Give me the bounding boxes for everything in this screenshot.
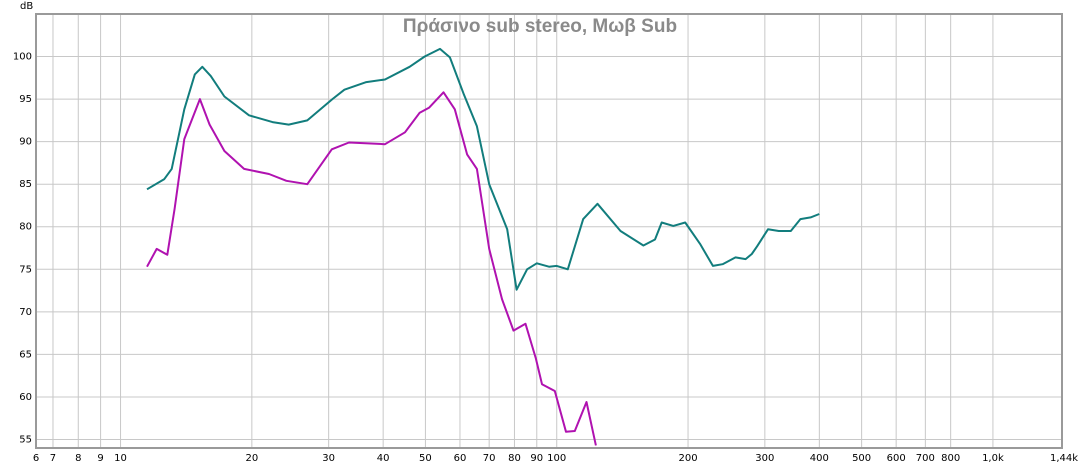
x-tick-label: 40 — [377, 453, 390, 464]
x-tick-label: 70 — [483, 453, 496, 464]
x-tick-label: 100 — [547, 453, 566, 464]
y-tick-label: 65 — [19, 349, 32, 360]
y-tick-label: 75 — [19, 264, 32, 275]
x-tick-label: 600 — [887, 453, 906, 464]
x-tick-label: 50 — [419, 453, 432, 464]
x-tick-label: 7 — [50, 453, 56, 464]
lines — [146, 47, 820, 446]
series-line — [146, 47, 820, 291]
y-tick-label: 70 — [19, 307, 32, 318]
y-tick-label: 80 — [19, 222, 32, 233]
y-tick-label: 60 — [19, 392, 32, 403]
x-tick-label: 90 — [530, 453, 543, 464]
y-tick-label: 95 — [19, 94, 32, 105]
y-tick-label: 85 — [19, 179, 32, 190]
y-axis-label: dB — [20, 1, 33, 12]
x-tick-label: 500 — [852, 453, 871, 464]
x-tick-label: 80 — [508, 453, 521, 464]
x-tick-label: 1,0k — [982, 453, 1004, 464]
x-tick-label: 700 — [916, 453, 935, 464]
x-tick-label: 30 — [322, 453, 335, 464]
x-tick-label: 60 — [454, 453, 467, 464]
chart-title: Πράσινο sub stereo, Μωβ Sub — [403, 16, 677, 37]
y-tick-label: 55 — [19, 434, 32, 445]
x-tick-label: 400 — [810, 453, 829, 464]
x-tick-label: 8 — [75, 453, 81, 464]
x-tick-label: 6 — [33, 453, 39, 464]
series-line — [146, 91, 597, 446]
x-tick-label: 1,44k Hz — [1050, 453, 1080, 464]
x-tick-label: 20 — [245, 453, 258, 464]
x-tick-label: 300 — [755, 453, 774, 464]
x-tick-label: 200 — [678, 453, 697, 464]
plot-border — [35, 13, 1063, 449]
x-tick-label: 9 — [97, 453, 103, 464]
y-tick-label: 90 — [19, 137, 32, 148]
x-tick-label: 10 — [114, 453, 127, 464]
y-tick-label: 100 — [13, 52, 32, 63]
x-tick-label: 800 — [941, 453, 960, 464]
